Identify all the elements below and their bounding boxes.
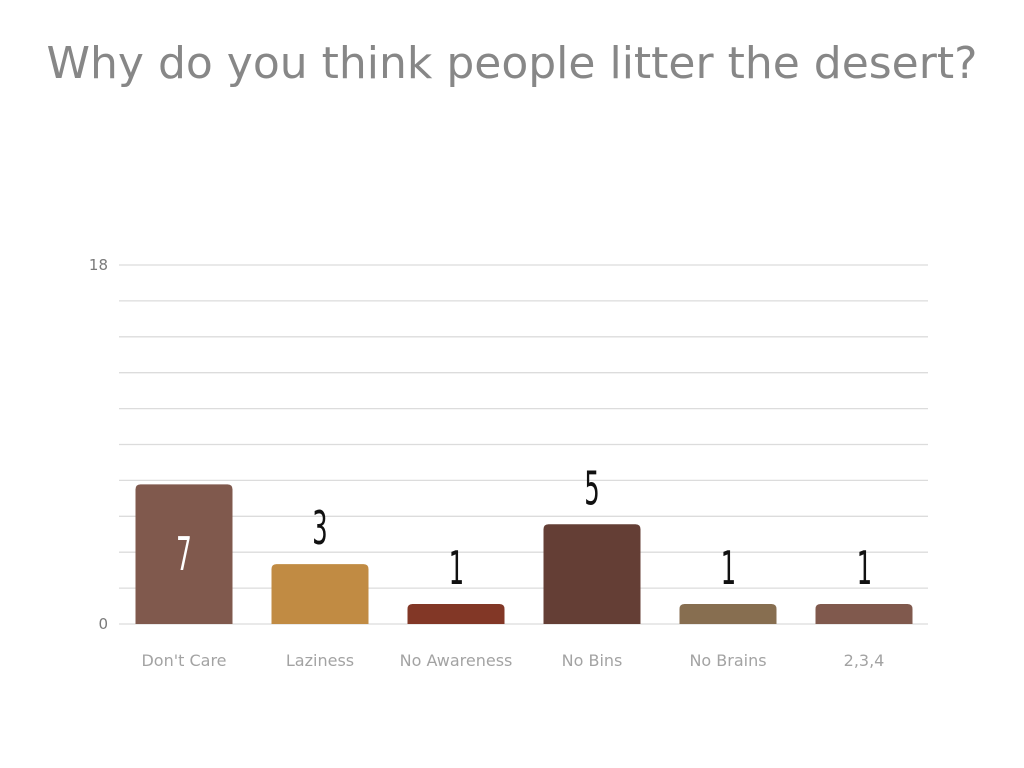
bar xyxy=(815,604,913,624)
category-label: No Awareness xyxy=(400,651,513,670)
bar xyxy=(135,484,233,624)
category-label: Don't Care xyxy=(141,651,226,670)
y-tick-label: 18 xyxy=(89,256,108,274)
data-label: 1 xyxy=(448,542,463,595)
data-labels: 7 3 1 5 1 1 xyxy=(176,462,871,595)
category-label: No Bins xyxy=(562,651,623,670)
data-label: 1 xyxy=(720,542,735,595)
bar xyxy=(407,604,505,624)
data-label: 5 xyxy=(584,462,599,515)
category-labels: Don't Care Laziness No Awareness No Bins No … xyxy=(141,651,884,670)
data-label: 3 xyxy=(312,502,327,555)
bar xyxy=(271,564,369,624)
category-label: 2,3,4 xyxy=(844,651,885,670)
y-tick-label: 0 xyxy=(98,615,108,633)
data-label: 7 xyxy=(176,528,191,581)
category-label: Laziness xyxy=(286,651,354,670)
chart-title: Why do you think people litter the deser… xyxy=(46,38,978,89)
y-axis-ticks: 0 18 xyxy=(89,256,108,633)
bars xyxy=(135,484,913,624)
data-label: 1 xyxy=(856,542,871,595)
bar xyxy=(543,524,641,624)
gridlines xyxy=(119,264,928,625)
bar xyxy=(679,604,777,624)
category-label: No Brains xyxy=(689,651,766,670)
